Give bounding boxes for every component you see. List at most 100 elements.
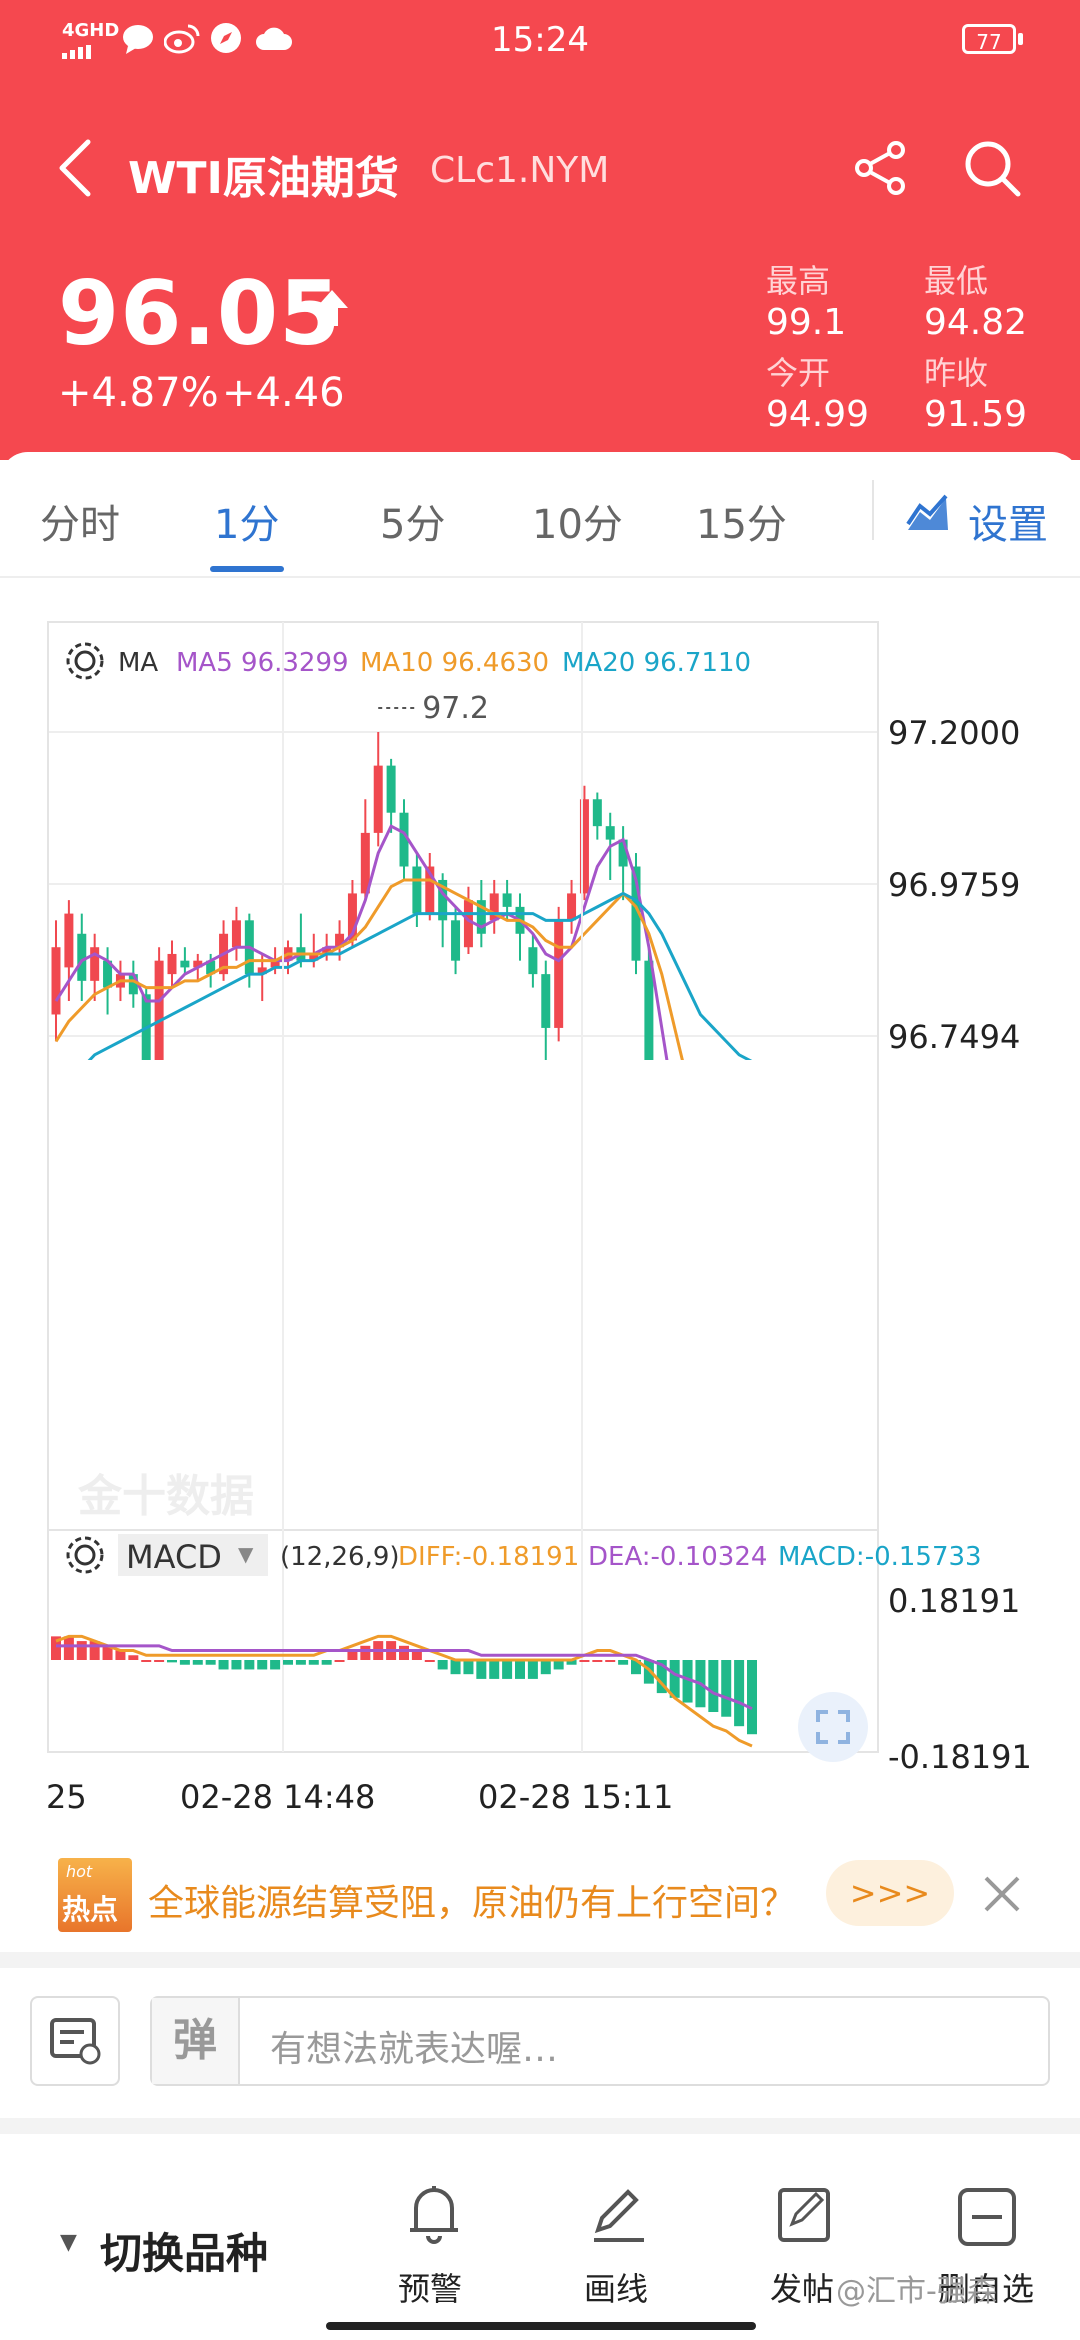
macd-hist-bar xyxy=(399,1645,409,1660)
macd-hist-bar xyxy=(734,1660,745,1727)
candle-body xyxy=(579,799,589,894)
macd-hist-bar xyxy=(51,1636,61,1660)
macd-hist-bar xyxy=(218,1660,229,1670)
x-tick-0: 25 xyxy=(46,1778,87,1816)
chart-settings-icon[interactable] xyxy=(906,494,950,538)
close-icon[interactable] xyxy=(980,1872,1024,1920)
ma5-legend: MA5 96.3299 xyxy=(176,648,349,678)
x-tick-2: 02-28 15:11 xyxy=(478,1778,674,1816)
battery-tip xyxy=(1018,33,1023,45)
candle-body xyxy=(64,913,74,968)
instrument-title: WTI原油期货 xyxy=(128,153,399,204)
macd-settings-gear-icon[interactable] xyxy=(64,1534,106,1580)
post-button[interactable]: 发帖 xyxy=(768,2180,844,2310)
minus-box-icon xyxy=(958,2188,1016,2246)
low-label: 最低 xyxy=(924,262,989,300)
macd-hist-bar xyxy=(721,1660,732,1717)
macd-hist-bar xyxy=(682,1660,693,1703)
y-tick-label: 96.9759 xyxy=(888,866,1020,904)
macd-hist-bar xyxy=(295,1660,306,1665)
x-tick-1: 02-28 14:48 xyxy=(180,1778,376,1816)
kline-chart[interactable]: 97.200096.975996.749496.522996.296496.07… xyxy=(0,620,1080,1060)
macd-tick-label: -0.18191 xyxy=(888,1738,1032,1776)
share-icon[interactable] xyxy=(852,140,908,200)
section-divider-2 xyxy=(0,2118,1080,2134)
macd-hist-bar xyxy=(321,1660,332,1665)
tab-5min[interactable]: 5分 xyxy=(380,502,446,548)
macd-hist-bar xyxy=(231,1660,242,1670)
fullscreen-button[interactable] xyxy=(798,1692,868,1762)
message-icon xyxy=(122,24,154,58)
macd-hist-bar xyxy=(540,1660,551,1675)
macd-hist-bar xyxy=(489,1660,500,1679)
macd-hist-bar xyxy=(553,1660,564,1670)
tab-15min[interactable]: 15分 xyxy=(696,502,787,548)
period-tabs: 分时 1分 5分 10分 15分 设置 xyxy=(0,452,1080,578)
macd-hist-bar xyxy=(283,1660,293,1665)
attribution-watermark: @汇市-强森 xyxy=(836,2274,997,2309)
macd-hist-bar xyxy=(128,1655,139,1660)
macd-selector[interactable]: MACD ▼ xyxy=(118,1534,268,1576)
arrow-up-icon xyxy=(314,288,350,332)
macd-hist-bar xyxy=(463,1660,474,1675)
clock: 15:24 xyxy=(491,20,589,60)
battery-level: 77 xyxy=(976,30,1002,54)
remove-watchlist-button[interactable]: 删自选 xyxy=(938,2180,1050,2310)
macd-hist-bar xyxy=(115,1650,126,1660)
open-label: 今开 xyxy=(766,354,831,392)
low-value: 94.82 xyxy=(924,302,1028,343)
macd-hist-bar xyxy=(167,1660,177,1663)
ma10-legend: MA10 96.4630 xyxy=(360,648,550,678)
draw-line-button[interactable]: 画线 xyxy=(582,2180,658,2310)
news-more-button[interactable]: >>> xyxy=(826,1860,954,1926)
y-tick-label: 96.7494 xyxy=(888,1018,1020,1056)
macd-hist-bar xyxy=(154,1660,165,1662)
macd-hist-bar xyxy=(605,1660,616,1662)
comment-card-button[interactable] xyxy=(30,1996,120,2086)
macd-chart[interactable]: 0.18191 -0.18191 xyxy=(0,1580,1080,1800)
candle-body xyxy=(592,799,602,827)
macd-hist-bar xyxy=(76,1641,87,1660)
switch-instrument-button[interactable]: 切换品种 xyxy=(100,2229,269,2278)
macd-hist-bar xyxy=(631,1660,641,1675)
draw-line-label: 画线 xyxy=(584,2270,649,2308)
candle-body xyxy=(554,920,564,1028)
ma-settings-gear-icon[interactable] xyxy=(64,640,106,686)
tab-10min[interactable]: 10分 xyxy=(532,502,623,548)
change-percent: +4.87% xyxy=(58,370,219,416)
battery-icon: 77 xyxy=(962,24,1016,54)
macd-diff-line xyxy=(55,1634,753,1748)
comment-input[interactable]: 弹 有想法就表达喔… xyxy=(150,1996,1050,2086)
tab-1min[interactable]: 1分 xyxy=(214,502,280,548)
candle-body xyxy=(541,974,551,1028)
last-price: 96.05 xyxy=(58,262,342,365)
tab-timeshare[interactable]: 分时 xyxy=(40,502,120,548)
news-banner[interactable]: hot 热点 全球能源结算受阻，原油仍有上行空间？ >>> xyxy=(0,1840,1080,1950)
macd-hist-bar xyxy=(360,1645,371,1660)
signal-icon xyxy=(62,44,102,63)
candle-body xyxy=(51,947,61,1015)
news-headline[interactable]: 全球能源结算受阻，原油仍有上行空间？ xyxy=(148,1883,797,1924)
high-label: 最高 xyxy=(766,262,831,300)
chevron-down-icon: ▼ xyxy=(238,1542,254,1566)
macd-hist-bar xyxy=(257,1660,268,1670)
macd-hist-bar xyxy=(411,1650,422,1660)
macd-hist-bar xyxy=(656,1660,667,1694)
macd-hist-bar xyxy=(515,1660,525,1679)
tab-divider xyxy=(872,480,874,540)
macd-hist-bar xyxy=(179,1660,190,1665)
candle-body xyxy=(528,947,538,975)
candle-body xyxy=(451,920,461,961)
alert-button[interactable]: 预警 xyxy=(396,2180,472,2310)
settings-button[interactable]: 设置 xyxy=(968,502,1048,548)
back-icon[interactable] xyxy=(56,138,96,202)
candle-body xyxy=(502,893,512,907)
y-tick-label: 97.2000 xyxy=(888,714,1020,752)
prev-close-value: 91.59 xyxy=(924,394,1028,435)
search-icon[interactable] xyxy=(962,138,1022,202)
danmaku-icon[interactable]: 弹 xyxy=(152,1998,240,2084)
macd-dea-legend: DEA:-0.10324 xyxy=(588,1542,768,1572)
remove-watchlist-label: 删自选 xyxy=(938,2270,1035,2308)
alert-label: 预警 xyxy=(398,2270,463,2308)
macd-hist-bar xyxy=(205,1660,216,1665)
